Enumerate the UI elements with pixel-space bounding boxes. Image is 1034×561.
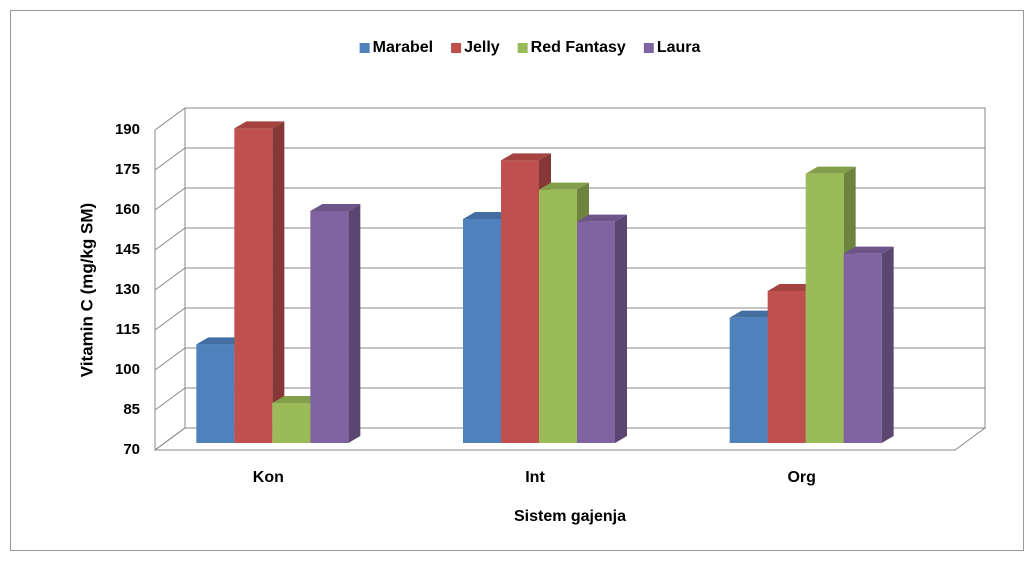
x-axis-title: Sistem gajenja bbox=[514, 508, 626, 525]
bar-front bbox=[539, 189, 577, 443]
bar-top bbox=[843, 246, 894, 254]
grid-line bbox=[154, 187, 985, 211]
bar-front bbox=[843, 253, 882, 443]
bar-top bbox=[234, 121, 285, 129]
legend-label: Marabel bbox=[373, 39, 433, 56]
legend-label: Jelly bbox=[464, 39, 500, 56]
y-tick-label: 85 bbox=[123, 401, 140, 418]
x-tick-label: Int bbox=[525, 469, 545, 486]
y-tick-label: 100 bbox=[115, 361, 140, 378]
bar-top bbox=[767, 284, 818, 291]
legend-swatch bbox=[517, 43, 528, 53]
bar-front bbox=[501, 160, 539, 444]
bar bbox=[577, 214, 627, 443]
grid-line bbox=[154, 307, 985, 331]
y-tick-label: 70 bbox=[123, 441, 140, 458]
bar-front bbox=[272, 403, 311, 443]
grid-line bbox=[154, 227, 985, 251]
bar-side bbox=[272, 121, 285, 443]
legend: Marabel Jelly Red Fantasy Laura bbox=[359, 39, 701, 56]
y-tick-label: 130 bbox=[115, 281, 140, 298]
grid-line bbox=[154, 387, 985, 411]
bar-front bbox=[767, 291, 806, 443]
bar-top bbox=[463, 212, 513, 219]
bar bbox=[234, 121, 285, 444]
bar-side bbox=[348, 204, 361, 443]
bar-top bbox=[805, 166, 856, 174]
legend-swatch bbox=[359, 43, 370, 53]
bar-front bbox=[577, 221, 615, 443]
bar-top bbox=[539, 182, 589, 190]
bar-side bbox=[615, 214, 627, 443]
bar-top bbox=[310, 204, 361, 211]
bar-front bbox=[196, 344, 235, 443]
bar-top bbox=[272, 396, 323, 403]
bar-front bbox=[463, 219, 501, 443]
bar-front bbox=[729, 317, 768, 443]
bar-front bbox=[310, 211, 349, 443]
bar-top bbox=[577, 214, 627, 222]
grid-line bbox=[154, 107, 985, 131]
legend-label: Laura bbox=[657, 39, 701, 56]
bar bbox=[310, 204, 361, 443]
bar-side bbox=[881, 246, 894, 443]
bar-top bbox=[729, 310, 780, 318]
grid-line bbox=[154, 427, 985, 451]
bar-front bbox=[234, 128, 273, 444]
bar-top bbox=[501, 153, 551, 161]
y-axis-title: Vitamin C (mg/kg SM) bbox=[77, 203, 96, 377]
bar-front bbox=[805, 173, 844, 443]
legend-swatch bbox=[451, 43, 462, 53]
bar-top bbox=[196, 337, 247, 345]
grid-line bbox=[154, 347, 985, 371]
y-tick-label: 160 bbox=[115, 201, 140, 218]
y-tick-label: 145 bbox=[115, 241, 140, 258]
y-tick-label: 190 bbox=[115, 121, 140, 138]
grid-line bbox=[154, 147, 985, 171]
bar bbox=[843, 246, 894, 443]
legend-swatch bbox=[643, 43, 654, 53]
grid-line bbox=[154, 267, 985, 291]
y-tick-label: 115 bbox=[116, 321, 140, 338]
x-tick-label: Org bbox=[787, 469, 815, 486]
x-tick-label: Kon bbox=[253, 469, 284, 486]
legend-label: Red Fantasy bbox=[531, 39, 626, 56]
y-tick-label: 175 bbox=[115, 161, 140, 178]
